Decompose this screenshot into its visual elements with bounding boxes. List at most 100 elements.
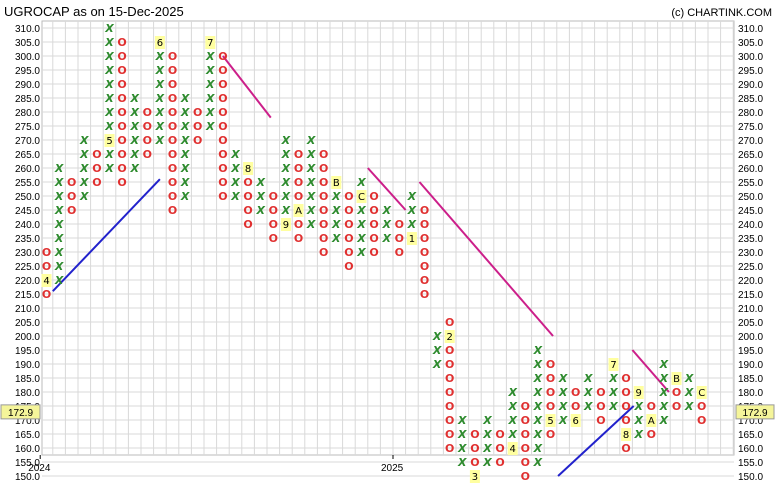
x-mark: X	[381, 204, 391, 217]
o-mark: O	[369, 246, 378, 259]
pnf-columns: OO4OXXXXXXXXXOOOXXXXXOOOXXXXXXXX5XXOOOOO…	[41, 22, 707, 483]
o-mark: O	[294, 176, 303, 189]
o-mark: O	[495, 456, 504, 469]
x-mark: X	[180, 190, 190, 203]
pnf-column-o: OOO	[67, 176, 76, 217]
y-tick-label: 310.0	[15, 24, 40, 35]
o-mark: O	[369, 204, 378, 217]
x-mark: X	[356, 218, 366, 231]
o-mark: O	[495, 428, 504, 441]
y-tick-label: 150.0	[15, 472, 40, 483]
y-tick-label: 255.0	[15, 178, 40, 189]
o-mark: O	[218, 176, 227, 189]
o-mark: O	[243, 190, 252, 203]
x-mark: X	[507, 414, 517, 427]
o-mark: O	[697, 400, 706, 413]
o-mark: O	[647, 428, 656, 441]
month-marker: C	[698, 388, 705, 399]
o-mark: O	[621, 386, 630, 399]
o-mark: O	[420, 246, 429, 259]
pnf-column-o: OO 6	[570, 386, 581, 427]
month-marker: 7	[610, 360, 616, 371]
o-mark: O	[168, 190, 177, 203]
y-tick-label: 190.0	[15, 360, 40, 371]
o-mark: O	[621, 400, 630, 413]
support-trendline	[557, 405, 635, 477]
y-tick-label: 270.0	[738, 136, 763, 147]
o-mark: O	[218, 134, 227, 147]
month-marker-bg	[608, 358, 619, 371]
o-mark: O	[117, 120, 126, 133]
o-mark: O	[521, 414, 530, 427]
x-mark: X	[129, 120, 139, 133]
o-mark: O	[596, 386, 605, 399]
o-mark: O	[117, 176, 126, 189]
o-mark: O	[546, 358, 555, 371]
o-mark: O	[193, 134, 202, 147]
o-mark: O	[218, 92, 227, 105]
x-mark: X	[432, 330, 442, 343]
o-mark: O	[445, 344, 454, 357]
y-tick-label: 195.0	[15, 346, 40, 357]
pnf-column-x: XXX	[255, 176, 265, 217]
month-marker: B	[333, 178, 340, 189]
y-tick-label: 285.0	[15, 94, 40, 105]
resistance-trendline	[631, 349, 670, 393]
x-mark: X	[104, 78, 114, 91]
o-mark: O	[117, 148, 126, 161]
x-mark: X	[659, 372, 669, 385]
x-mark: X	[633, 428, 643, 441]
o-mark: O	[168, 92, 177, 105]
x-mark: X	[684, 386, 694, 399]
y-tick-label: 220.0	[15, 276, 40, 287]
x-mark: X	[54, 246, 64, 259]
x-mark: X	[533, 344, 543, 357]
o-mark: O	[344, 218, 353, 231]
y-tick-label: 200.0	[15, 332, 40, 343]
x-mark: X	[533, 442, 543, 455]
o-mark: O	[218, 120, 227, 133]
x-mark: X	[54, 232, 64, 245]
o-mark: O	[117, 162, 126, 175]
x-mark: X	[356, 232, 366, 245]
o-mark: O	[470, 442, 479, 455]
o-mark: O	[319, 246, 328, 259]
month-marker-bg	[633, 386, 644, 399]
last-price-tag	[735, 404, 775, 420]
x-mark: X	[54, 190, 64, 203]
x-mark: X	[230, 190, 240, 203]
x-mark: X	[533, 456, 543, 469]
o-mark: O	[243, 176, 252, 189]
o-mark: O	[495, 442, 504, 455]
month-marker-bg	[331, 176, 342, 189]
x-mark: X	[180, 120, 190, 133]
o-mark: O	[521, 400, 530, 413]
x-mark: X	[104, 106, 114, 119]
month-marker: 9	[636, 388, 642, 399]
o-mark: O	[319, 176, 328, 189]
x-mark: X	[356, 204, 366, 217]
y-tick-label: 240.0	[15, 220, 40, 231]
o-mark: O	[672, 386, 681, 399]
x-mark: X	[583, 372, 593, 385]
x-mark: X	[281, 162, 291, 175]
o-mark: O	[294, 148, 303, 161]
x-mark: X	[54, 218, 64, 231]
x-mark: X	[180, 176, 190, 189]
o-mark: O	[117, 78, 126, 91]
x-mark: X	[54, 162, 64, 175]
y-tick-label: 180.0	[738, 388, 763, 399]
o-mark: O	[672, 400, 681, 413]
x-mark: X	[533, 358, 543, 371]
trendlines	[52, 55, 670, 477]
x-mark: X	[281, 204, 291, 217]
